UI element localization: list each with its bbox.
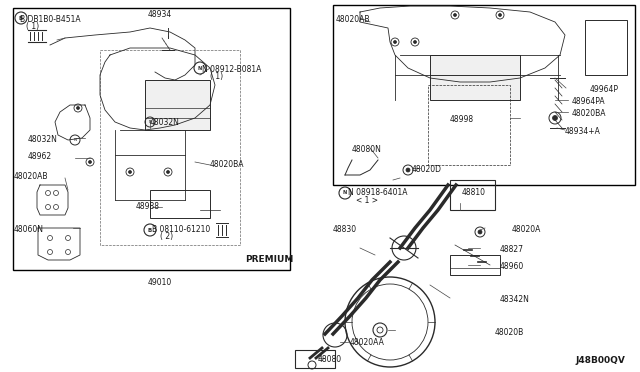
- Text: 48962: 48962: [28, 152, 52, 161]
- Text: 48960: 48960: [500, 262, 524, 271]
- Circle shape: [552, 115, 557, 121]
- Text: 48032N: 48032N: [150, 118, 180, 127]
- Bar: [145, 80, 210, 130]
- Bar: [295, 350, 335, 368]
- Text: N: N: [343, 190, 347, 196]
- Text: 48810: 48810: [462, 188, 486, 197]
- Circle shape: [454, 13, 456, 16]
- Text: B: B: [19, 16, 23, 20]
- Text: 49010: 49010: [148, 278, 172, 287]
- Bar: [150, 190, 210, 218]
- Bar: [450, 180, 495, 210]
- Text: B DB1B0-B451A: B DB1B0-B451A: [20, 15, 81, 24]
- Circle shape: [88, 160, 92, 164]
- Bar: [450, 255, 500, 275]
- Text: 48032N: 48032N: [28, 135, 58, 144]
- Text: 48020AB: 48020AB: [14, 172, 49, 181]
- Circle shape: [499, 13, 502, 16]
- Text: B: B: [148, 228, 152, 232]
- Text: 48934: 48934: [148, 10, 172, 19]
- Bar: [585, 20, 627, 75]
- Text: < 1 >: < 1 >: [356, 196, 378, 205]
- Text: N 08918-6401A: N 08918-6401A: [348, 188, 408, 197]
- Circle shape: [129, 170, 131, 173]
- Text: ( 2): ( 2): [160, 232, 173, 241]
- Circle shape: [166, 170, 170, 173]
- Text: 48934+A: 48934+A: [565, 127, 601, 136]
- Text: N: N: [74, 138, 77, 142]
- Text: 48080: 48080: [318, 355, 342, 364]
- Text: 48998: 48998: [450, 115, 474, 124]
- Circle shape: [77, 106, 79, 109]
- Text: 48080N: 48080N: [352, 145, 382, 154]
- Circle shape: [413, 41, 417, 44]
- Circle shape: [478, 230, 482, 234]
- Text: 48964PA: 48964PA: [572, 97, 605, 106]
- Text: 49964P: 49964P: [590, 85, 619, 94]
- Text: 48020D: 48020D: [412, 165, 442, 174]
- Circle shape: [406, 168, 410, 172]
- Bar: [430, 55, 520, 100]
- Text: 48827: 48827: [500, 245, 524, 254]
- Text: 48020B: 48020B: [495, 328, 524, 337]
- Text: 48342N: 48342N: [500, 295, 530, 304]
- Text: 48020BA: 48020BA: [210, 160, 244, 169]
- Text: 48830: 48830: [333, 225, 357, 234]
- Text: N 08912-B081A: N 08912-B081A: [202, 65, 261, 74]
- Text: N: N: [148, 120, 152, 124]
- Text: 48020BA: 48020BA: [572, 109, 607, 118]
- Text: 48988: 48988: [136, 202, 160, 211]
- Text: J48B00QV: J48B00QV: [575, 356, 625, 365]
- Text: 48020AB: 48020AB: [336, 15, 371, 24]
- Text: N: N: [198, 65, 202, 71]
- Text: 48020AA: 48020AA: [350, 338, 385, 347]
- Text: 48020A: 48020A: [512, 225, 541, 234]
- Text: B 08110-61210: B 08110-61210: [152, 225, 211, 234]
- Text: ( 1): ( 1): [210, 72, 223, 81]
- Bar: [13, 8, 290, 270]
- Text: 48060N: 48060N: [14, 225, 44, 234]
- Text: ( 1): ( 1): [26, 22, 39, 31]
- Text: PREMIUM: PREMIUM: [245, 255, 293, 264]
- Circle shape: [394, 41, 397, 44]
- Bar: [333, 5, 635, 185]
